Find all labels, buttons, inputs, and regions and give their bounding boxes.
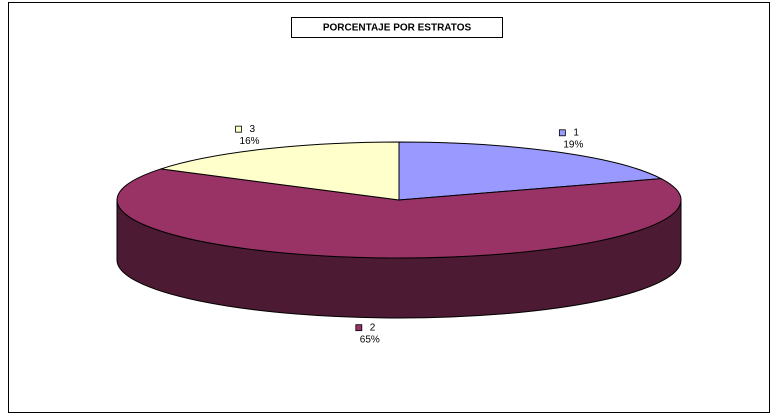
legend-swatch xyxy=(355,324,363,332)
pie-slice xyxy=(160,141,400,201)
legend-swatch xyxy=(558,129,566,137)
pie-slice xyxy=(398,141,663,201)
value-label: 65% xyxy=(360,334,380,345)
title-box xyxy=(291,17,503,38)
chart-title: PORCENTAJE POR ESTRATOS xyxy=(323,23,472,34)
value-label: 16% xyxy=(240,136,260,147)
category-label: 2 xyxy=(370,322,376,333)
category-label: 3 xyxy=(250,124,256,135)
category-label: 1 xyxy=(573,127,579,138)
legend-swatch xyxy=(235,125,242,133)
pie-slice xyxy=(116,168,682,259)
value-label: 19% xyxy=(563,139,583,150)
